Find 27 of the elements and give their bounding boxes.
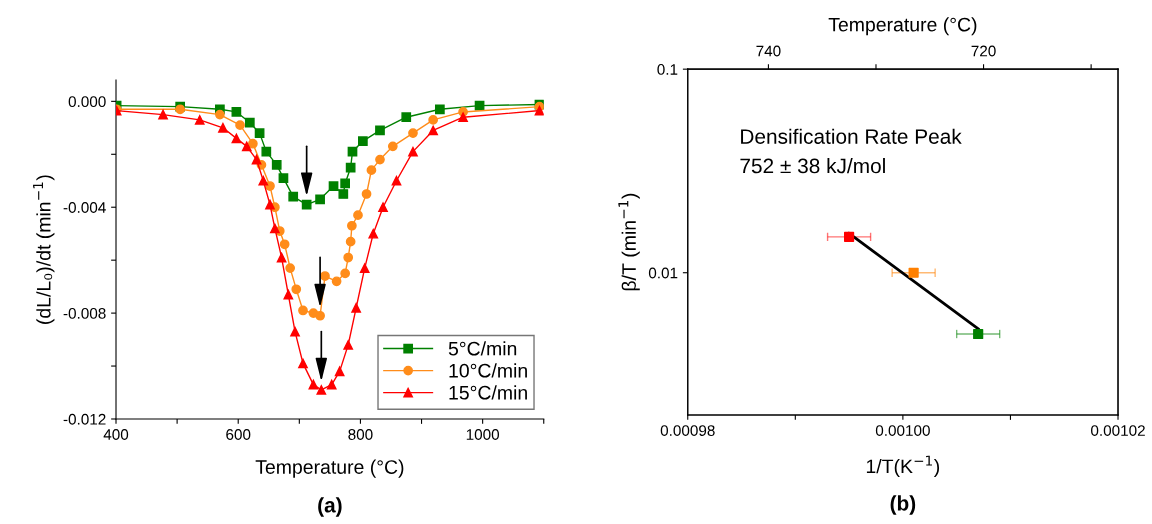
text: (a) [318,497,342,517]
legend-label: 10°C/min [449,363,527,378]
x-tick-label: 800 [348,429,373,440]
x-tick-label: 600 [226,429,251,440]
y-tick-label: 0.01 [648,267,678,279]
y-tick-label: 0.1 [657,64,678,75]
y-tick-label: 0.000 [68,96,106,108]
x-tick-label: 1000 [466,429,500,440]
annotation: Densification Rate Peak [741,128,962,144]
text: (b) [890,495,916,515]
x2-tick-label: 740 [756,45,781,57]
x-tick-label: 0.00100 [875,425,930,436]
x-tick-label: 0.00102 [1091,425,1145,436]
x2-tick-label: 720 [971,45,996,57]
y-tick-label: -0.008 [63,307,106,319]
x-tick-label: 0.00098 [660,425,715,436]
x-axis-title: Temperature (°C) [255,459,404,478]
y-tick-label: -0.012 [63,413,106,425]
y-axis-title: β/T (min$^{−1}$) [618,193,640,291]
x-tick-label: 400 [103,429,129,440]
y-tick-label: -0.004 [63,202,106,213]
x2-axis-title: Temperature (°C) [828,17,977,36]
annotation: 752 ± 38 kJ/mol [740,158,885,174]
x-axis-title: 1/T(K$^{−1}$) [866,455,940,478]
y-axis-title: (dL/L₀)/dt (min$^{−1}$) [33,175,55,324]
legend-label: 15°C/min [449,385,527,400]
legend-label: 5°C/min [448,341,517,356]
